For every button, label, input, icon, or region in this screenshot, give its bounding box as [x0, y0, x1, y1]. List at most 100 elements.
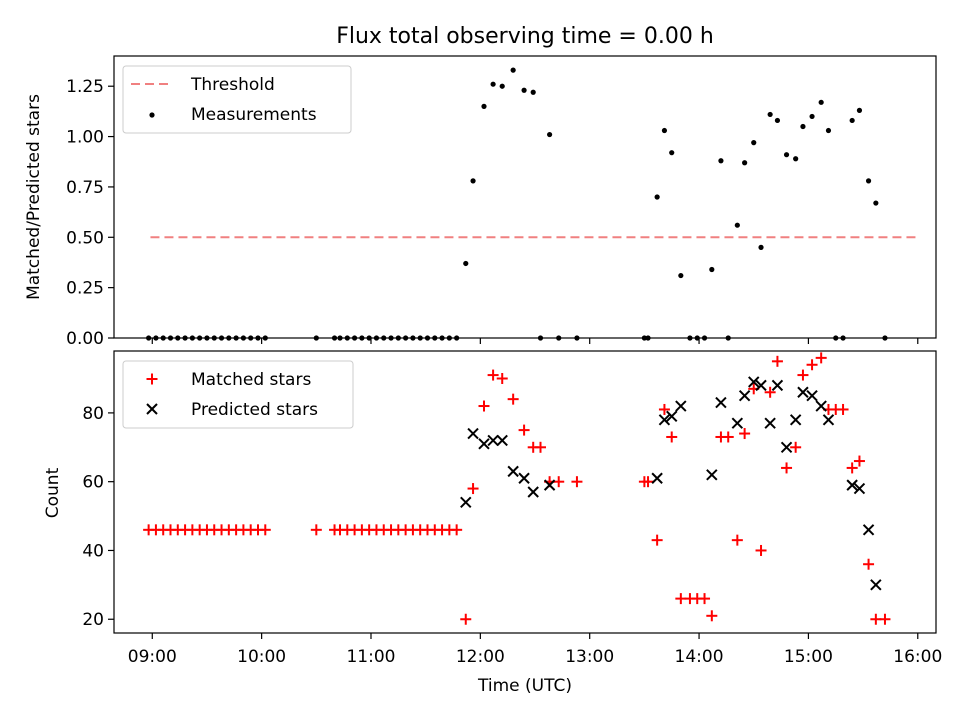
predicted-star-point [478, 438, 490, 450]
predicted-star-point [507, 465, 519, 478]
matched-star-point [755, 544, 767, 556]
y-axis-label-ratio: Matched/Predicted stars [24, 94, 44, 300]
predicted-star-point [543, 479, 556, 491]
ratio-axis-ticks: 0.00 0.25 0.50 0.75 1.00 1.25 [66, 77, 919, 349]
measurement-point [856, 107, 863, 113]
count-y-tick-label: 20 [82, 610, 104, 630]
predicted-star-point [870, 579, 882, 591]
matched-star-point [534, 441, 546, 453]
ratio-y-tick-label: 0.25 [66, 279, 104, 299]
matched-star-point [853, 455, 865, 467]
measurement-points [146, 67, 888, 341]
matched-star-point [310, 524, 322, 536]
ratio-y-tick-label: 1.25 [66, 77, 104, 97]
legend-matched-label: Matched stars [191, 370, 311, 390]
ratio-y-tick-label: 0.50 [66, 228, 104, 248]
legend-measurements-label: Measurements [191, 105, 317, 125]
ratio-y-tick-label: 0.00 [66, 329, 104, 349]
predicted-star-point [460, 496, 472, 509]
measurement-point [490, 81, 496, 87]
matched-star-point [722, 431, 734, 443]
predicted-star-points [460, 376, 882, 591]
predicted-star-point [789, 414, 802, 426]
measurement-point [510, 67, 516, 73]
count-legend: Matched stars Predicted stars [122, 360, 354, 429]
predicted-star-point [496, 434, 508, 447]
predicted-star-point [846, 479, 858, 491]
matched-star-point [496, 373, 508, 385]
matched-star-point [478, 400, 490, 412]
count-x-tick-label: 13:00 [565, 647, 614, 667]
matched-star-point [781, 462, 793, 474]
count-plot-frame [113, 350, 937, 634]
matched-star-point [642, 476, 654, 488]
measurement-point [521, 87, 527, 93]
matched-star-point [879, 613, 891, 625]
matched-star-point [846, 462, 858, 474]
matched-star-point [666, 431, 678, 443]
measurement-point [678, 272, 684, 279]
matched-star-point [731, 534, 743, 546]
matched-star-point [553, 476, 565, 488]
predicted-star-point [666, 410, 678, 423]
count-x-tick-label: 16:00 [893, 647, 942, 667]
legend-measurements-swatch [149, 112, 155, 118]
matched-star-point [259, 524, 271, 536]
measurement-point [661, 127, 668, 134]
matched-star-point [571, 476, 583, 488]
ratio-panel: Flux total observing time = 0.00 h Match… [24, 24, 937, 349]
matched-star-point [467, 483, 479, 495]
measurement-point [742, 160, 748, 166]
predicted-star-point [748, 376, 760, 388]
predicted-star-point [853, 482, 866, 495]
count-x-tick-label: 09:00 [128, 647, 177, 667]
measurement-point [774, 117, 781, 124]
ratio-plot-frame [113, 55, 937, 339]
ratio-legend-box [122, 65, 352, 134]
measurement-point [767, 111, 773, 118]
measurement-point [669, 150, 675, 156]
count-x-tick-label: 10:00 [237, 647, 286, 667]
measurement-point [470, 178, 476, 184]
matched-star-point [706, 610, 718, 622]
y-axis-label-count: Count [43, 467, 63, 518]
predicted-star-point [527, 486, 539, 498]
legend-matched-marker [146, 373, 158, 385]
predicted-star-point [675, 400, 687, 412]
measurement-point [793, 156, 799, 162]
matched-star-point [451, 524, 463, 536]
matched-star-point [658, 403, 670, 415]
matched-star-point [790, 441, 802, 453]
predicted-star-point [467, 427, 479, 440]
chart-title: Flux total observing time = 0.00 h [336, 24, 714, 49]
predicted-star-point [487, 434, 499, 447]
legend-predicted-marker [146, 403, 158, 415]
matched-star-point [771, 355, 783, 367]
legend-threshold-label: Threshold [190, 75, 275, 95]
matched-star-point [797, 369, 809, 381]
x-axis-label: Time (UTC) [477, 676, 572, 696]
measurement-point [825, 127, 832, 134]
measurement-point [809, 113, 815, 120]
matched-star-point [806, 359, 818, 371]
matched-star-point [764, 386, 776, 398]
measurement-point [709, 266, 715, 273]
measurement-point [547, 131, 553, 138]
ratio-y-tick-label: 1.00 [66, 128, 104, 148]
measurement-point [463, 260, 469, 267]
measurement-point [818, 99, 824, 105]
matched-star-point [651, 534, 663, 546]
measurement-point [654, 194, 660, 200]
measurement-point [530, 89, 536, 95]
count-x-tick-label: 14:00 [675, 647, 724, 667]
matched-star-point [507, 393, 519, 405]
count-y-tick-label: 40 [82, 541, 104, 561]
matched-star-point [460, 613, 472, 625]
ratio-y-tick-label: 0.75 [66, 178, 104, 198]
predicted-star-point [738, 390, 751, 402]
measurement-point [873, 200, 879, 206]
measurement-point [751, 140, 757, 146]
matched-star-point [487, 369, 499, 381]
count-x-tick-label: 12:00 [456, 647, 505, 667]
